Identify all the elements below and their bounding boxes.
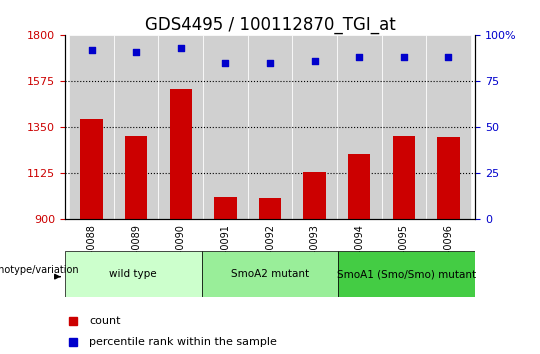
FancyBboxPatch shape: [201, 251, 339, 297]
FancyBboxPatch shape: [248, 35, 292, 219]
Bar: [437, 137, 460, 219]
Point: [177, 45, 185, 51]
FancyBboxPatch shape: [426, 35, 471, 219]
Text: SmoA1 (Smo/Smo) mutant: SmoA1 (Smo/Smo) mutant: [338, 269, 476, 279]
Bar: [348, 154, 370, 219]
FancyBboxPatch shape: [203, 35, 248, 219]
Bar: [303, 172, 326, 219]
FancyBboxPatch shape: [292, 35, 337, 219]
Bar: [125, 136, 147, 219]
FancyBboxPatch shape: [382, 35, 426, 219]
FancyBboxPatch shape: [69, 35, 114, 219]
Point: [221, 60, 230, 66]
FancyBboxPatch shape: [65, 251, 201, 297]
Bar: [214, 197, 237, 219]
Text: percentile rank within the sample: percentile rank within the sample: [90, 337, 278, 347]
Text: SmoA2 mutant: SmoA2 mutant: [231, 269, 309, 279]
FancyBboxPatch shape: [339, 251, 475, 297]
Text: count: count: [90, 316, 121, 326]
Text: wild type: wild type: [110, 269, 157, 279]
Point: [310, 58, 319, 64]
Text: genotype/variation: genotype/variation: [0, 265, 79, 275]
Point: [87, 47, 96, 53]
Point: [444, 55, 453, 60]
FancyBboxPatch shape: [158, 35, 203, 219]
FancyBboxPatch shape: [114, 35, 158, 219]
FancyBboxPatch shape: [337, 35, 382, 219]
Point: [355, 55, 363, 60]
Bar: [259, 198, 281, 219]
Point: [266, 60, 274, 66]
Bar: [80, 119, 103, 219]
Point: [400, 55, 408, 60]
Bar: [170, 88, 192, 219]
Bar: [393, 136, 415, 219]
Title: GDS4495 / 100112870_TGI_at: GDS4495 / 100112870_TGI_at: [145, 16, 395, 34]
Point: [132, 49, 140, 55]
